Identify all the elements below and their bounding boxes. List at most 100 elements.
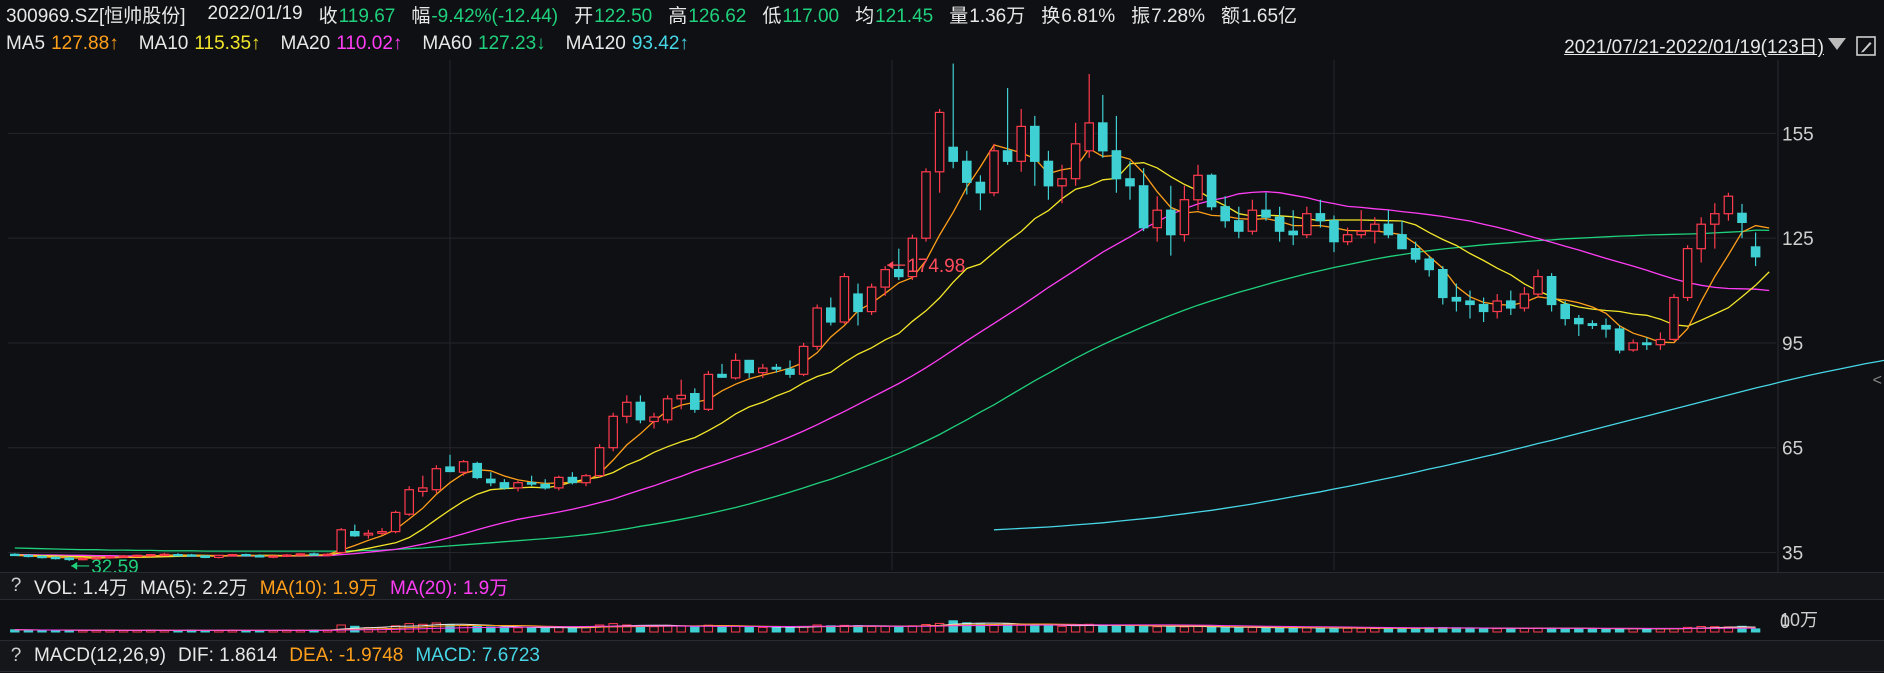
candle-body [118, 555, 129, 558]
candle-body [1125, 178, 1135, 187]
volume-legend-item: MA(20): 1.9万 [389, 577, 509, 599]
volume-bar [472, 625, 482, 633]
collapse-arrow-icon[interactable]: < [1872, 372, 1882, 389]
candle-body [1193, 174, 1203, 201]
macd-help-icon[interactable]: ? [10, 645, 22, 666]
candle-body [1478, 303, 1489, 313]
candle-body [880, 269, 890, 288]
ma-legend-item[interactable]: MA20 110.02↑ [281, 33, 403, 55]
ma60-line [14, 229, 1770, 552]
ma-legend-items: MA5 127.88↑ MA10 115.35↑ MA20 110.02↑ MA60 127.… [0, 33, 703, 55]
candle-body [1669, 296, 1679, 341]
volume-bar [649, 626, 659, 633]
volume-bar [1016, 624, 1026, 633]
volume-bar [1288, 627, 1298, 633]
candle-body [689, 393, 700, 410]
candle-body [10, 553, 20, 557]
candle-body [295, 553, 306, 556]
candle-body [989, 150, 999, 194]
candle-body [553, 476, 564, 489]
stock-symbol[interactable]: 300969.SZ[恒帅股份] [6, 5, 186, 27]
candle-body [1369, 223, 1380, 232]
volume-bar [676, 625, 686, 633]
volume-bar [839, 624, 850, 633]
volume-bar [1070, 625, 1081, 633]
candle-body [1641, 342, 1652, 346]
candle-body [1342, 234, 1353, 243]
quote-field-label: 幅 [411, 5, 431, 27]
candle-body [418, 487, 428, 492]
volume-bar [1696, 626, 1706, 633]
candle-body [132, 554, 142, 558]
volume-bar [1560, 628, 1570, 633]
candle-body [363, 532, 374, 536]
ma-label: MA5 [6, 33, 46, 54]
volume-bar [1587, 628, 1598, 633]
candle-body [1709, 213, 1720, 225]
candle-body [825, 307, 836, 323]
candle-body [676, 394, 686, 400]
candle-body [839, 276, 850, 323]
candle-body [1723, 195, 1734, 215]
volume-help-icon[interactable]: ? [10, 575, 22, 596]
candle-body [798, 345, 809, 375]
quote-field-value: 122.50 [594, 5, 653, 27]
volume-bar [730, 625, 741, 633]
volume-bar [1043, 625, 1054, 633]
ma-legend-item[interactable]: MA60 127.23↓ [422, 33, 545, 55]
quote-field-value: 121.45 [875, 5, 934, 27]
volume-bar [1193, 626, 1203, 633]
candle-body [1451, 296, 1462, 302]
candle-body [1546, 276, 1557, 306]
volume-bar [1274, 627, 1285, 633]
volume-bar [1057, 625, 1067, 633]
settings-icon[interactable] [1856, 36, 1876, 56]
quote-field-label: 量 [949, 5, 969, 27]
candle-body [1682, 248, 1693, 299]
volume-bar [499, 626, 510, 633]
candle-body [91, 557, 102, 560]
volume-bar [785, 626, 795, 633]
extreme-marker-label: 174.98 [907, 256, 965, 277]
ma-legend-item[interactable]: MA120 93.42↑ [566, 33, 689, 55]
volume-bar [880, 625, 890, 633]
ma-legend-bar: MA5 127.88↑ MA10 115.35↑ MA20 110.02↑ MA60 127.… [0, 30, 1884, 58]
volume-bar [10, 629, 20, 633]
candle-body [1111, 150, 1122, 180]
volume-bar [1383, 627, 1394, 633]
candle-body [282, 554, 292, 557]
candle-body [1587, 323, 1598, 327]
volume-bar [1465, 627, 1475, 633]
candle-body [309, 553, 319, 556]
volume-bar [1356, 627, 1366, 633]
volume-bar [1478, 628, 1489, 633]
volume-bar [975, 623, 986, 633]
quote-field: 额1.65亿 [1221, 1, 1297, 28]
candle-body [445, 466, 455, 473]
candle-body [1505, 300, 1516, 309]
range-dropdown-icon[interactable] [1828, 38, 1846, 50]
candle-body [703, 373, 714, 410]
volume-axis-bottom: 0 [1780, 612, 1791, 632]
candle-body [621, 401, 632, 417]
macd-legend-item: DEA: -1.9748 [289, 645, 404, 666]
candle-body [254, 555, 265, 558]
candle-body [1410, 248, 1421, 260]
ma-legend-item[interactable]: MA10 115.35↑ [139, 33, 261, 55]
volume-bar [1750, 628, 1761, 633]
ma-legend-item[interactable]: MA5 127.88↑ [6, 33, 119, 55]
volume-bar [921, 624, 931, 633]
candle-body [513, 482, 523, 489]
volume-bar [540, 627, 550, 633]
quote-field-value: 1.36万 [969, 5, 1026, 27]
date-range-selector[interactable]: 2021/07/21-2022/01/19(123日) [1564, 37, 1824, 58]
volume-chart[interactable] [0, 608, 1884, 644]
y-tick-label: 95 [1782, 334, 1803, 355]
candle-body [1560, 303, 1570, 320]
candle-body [1029, 125, 1040, 162]
ma-value: 115.35↑ [194, 33, 261, 54]
quote-field: 收119.67 [319, 1, 396, 28]
volume-bar [1506, 628, 1516, 633]
candle-body [1614, 328, 1625, 351]
